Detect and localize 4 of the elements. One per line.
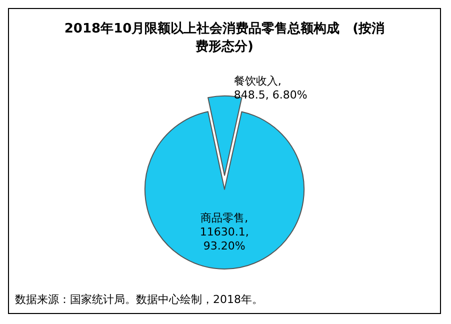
slice-label: 商品零售, 11630.1, 93.20% [200, 212, 249, 253]
chart-title: 2018年10月限额以上社会消费品零售总额构成 (按消费形态分) [64, 20, 385, 54]
source-note: 数据来源：国家统计局。数据中心绘制，2018年。 [15, 293, 263, 306]
slice-label: 餐饮收入, 848.5, 6.80% [234, 74, 308, 102]
